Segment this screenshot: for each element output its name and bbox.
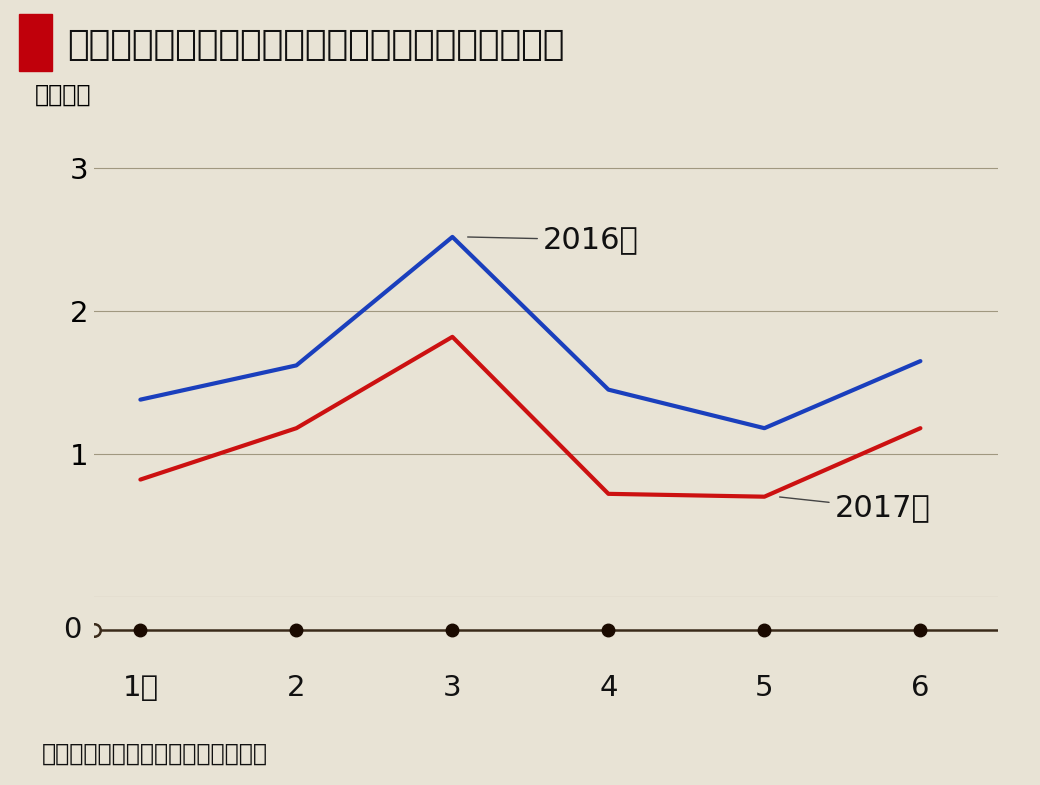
Text: （万台）: （万台） (34, 82, 92, 107)
Bar (19, 14, 52, 71)
Text: 2016年: 2016年 (468, 225, 639, 254)
Text: 2017年: 2017年 (780, 494, 931, 523)
Text: （出所）日本自動車販売協会連合会: （出所）日本自動車販売協会連合会 (42, 741, 267, 765)
Text: 0: 0 (62, 616, 81, 644)
Text: 「アクア」の販売は高水準ながら勢いは鱈っている: 「アクア」の販売は高水準ながら勢いは鱈っている (68, 28, 565, 62)
